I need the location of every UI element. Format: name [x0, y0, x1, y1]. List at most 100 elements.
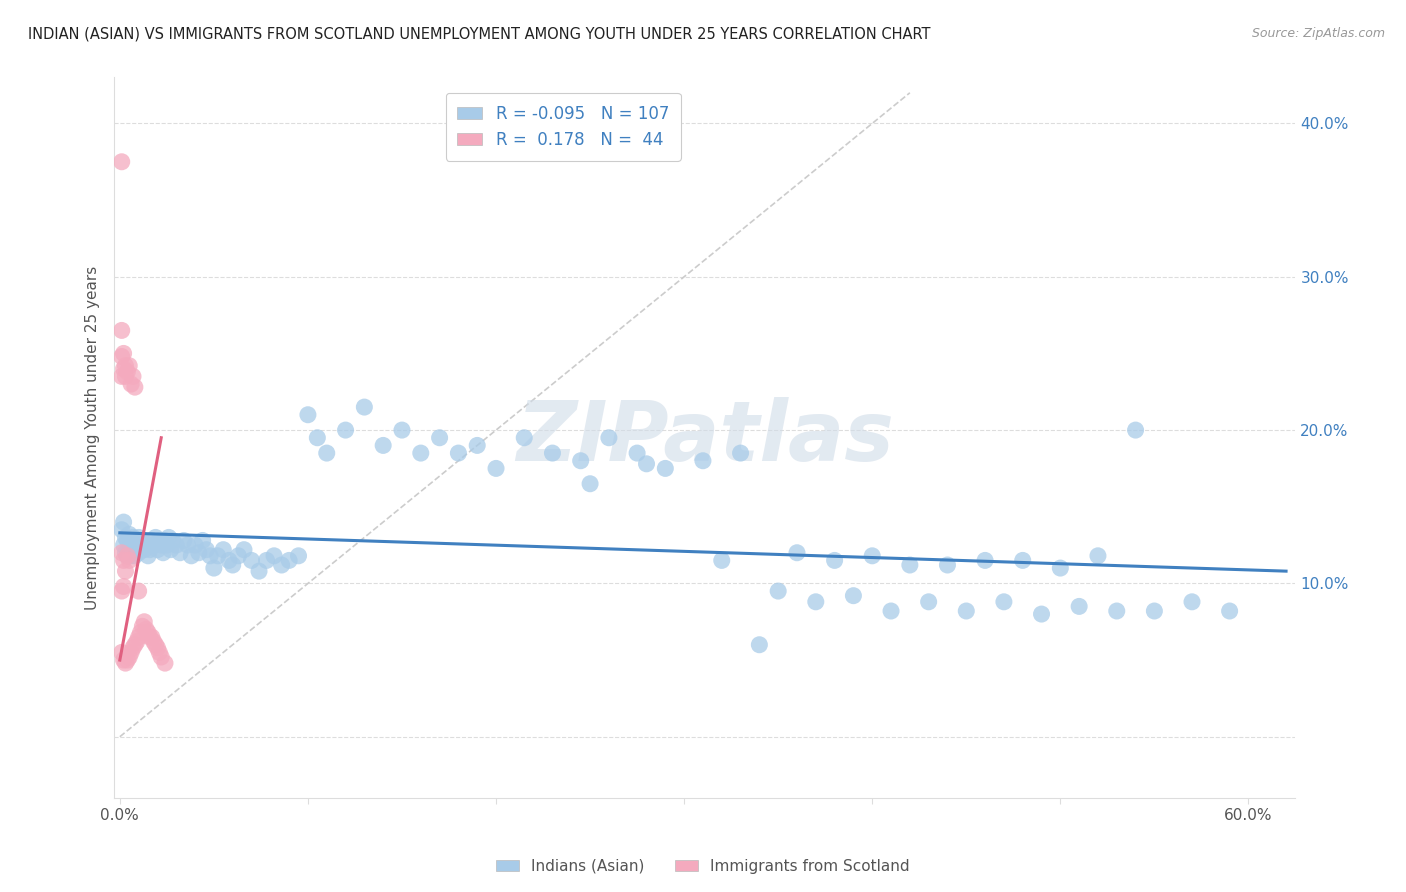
Point [111, 546, 134, 560]
Point [125, 634, 148, 648]
Point [129, 538, 152, 552]
Point [191, 533, 214, 548]
Point [112, 553, 135, 567]
Point [173, 533, 195, 548]
Point [125, 538, 148, 552]
Point [114, 359, 136, 373]
Point [124, 533, 146, 548]
Point [228, 549, 250, 563]
Point [748, 638, 770, 652]
Point [120, 549, 142, 563]
Point [165, 538, 187, 552]
Point [195, 542, 218, 557]
Point [860, 549, 883, 563]
Point [156, 538, 179, 552]
Point [114, 530, 136, 544]
Point [145, 638, 167, 652]
Point [134, 542, 156, 557]
Point [315, 446, 337, 460]
Point [111, 369, 134, 384]
Point [131, 533, 153, 548]
Point [447, 446, 470, 460]
Point [142, 538, 165, 552]
Point [636, 457, 658, 471]
Point [513, 431, 536, 445]
Point [1143, 604, 1166, 618]
Point [1087, 549, 1109, 563]
Point [240, 553, 263, 567]
Point [136, 549, 159, 563]
Y-axis label: Unemployment Among Youth under 25 years: Unemployment Among Youth under 25 years [86, 266, 100, 610]
Point [150, 538, 173, 552]
Point [1011, 553, 1033, 567]
Point [159, 542, 181, 557]
Point [221, 558, 243, 572]
Point [710, 553, 733, 567]
Point [111, 584, 134, 599]
Point [974, 553, 997, 567]
Point [111, 323, 134, 337]
Point [122, 369, 145, 384]
Point [485, 461, 508, 475]
Point [122, 530, 145, 544]
Point [212, 542, 235, 557]
Point [1069, 599, 1091, 614]
Point [118, 359, 141, 373]
Point [429, 431, 451, 445]
Point [936, 558, 959, 572]
Point [598, 431, 620, 445]
Point [247, 564, 270, 578]
Point [114, 656, 136, 670]
Point [880, 604, 903, 618]
Point [114, 369, 136, 384]
Point [162, 533, 184, 548]
Point [1125, 423, 1147, 437]
Point [136, 625, 159, 640]
Point [117, 549, 139, 563]
Point [353, 400, 375, 414]
Point [124, 638, 146, 652]
Point [128, 530, 150, 544]
Point [307, 431, 329, 445]
Point [141, 533, 163, 548]
Point [955, 604, 977, 618]
Point [120, 538, 142, 552]
Point [824, 553, 846, 567]
Point [112, 653, 135, 667]
Point [112, 515, 135, 529]
Point [117, 533, 139, 548]
Point [263, 549, 285, 563]
Point [256, 553, 278, 567]
Point [233, 542, 256, 557]
Point [135, 538, 157, 552]
Point [1219, 604, 1241, 618]
Point [335, 423, 357, 437]
Point [129, 625, 152, 640]
Point [120, 377, 142, 392]
Point [122, 542, 145, 557]
Point [842, 589, 865, 603]
Point [117, 365, 139, 379]
Point [918, 595, 941, 609]
Point [117, 653, 139, 667]
Point [287, 549, 309, 563]
Point [409, 446, 432, 460]
Point [122, 640, 145, 655]
Point [153, 656, 176, 670]
Point [207, 549, 229, 563]
Point [786, 546, 808, 560]
Point [111, 645, 134, 659]
Point [146, 542, 169, 557]
Point [766, 584, 789, 599]
Point [128, 584, 150, 599]
Point [152, 546, 174, 560]
Point [117, 549, 139, 563]
Point [579, 476, 602, 491]
Point [1049, 561, 1071, 575]
Legend: Indians (Asian), Immigrants from Scotland: Indians (Asian), Immigrants from Scotlan… [489, 853, 917, 880]
Point [112, 538, 135, 552]
Point [139, 542, 162, 557]
Point [541, 446, 564, 460]
Point [111, 154, 134, 169]
Point [569, 454, 592, 468]
